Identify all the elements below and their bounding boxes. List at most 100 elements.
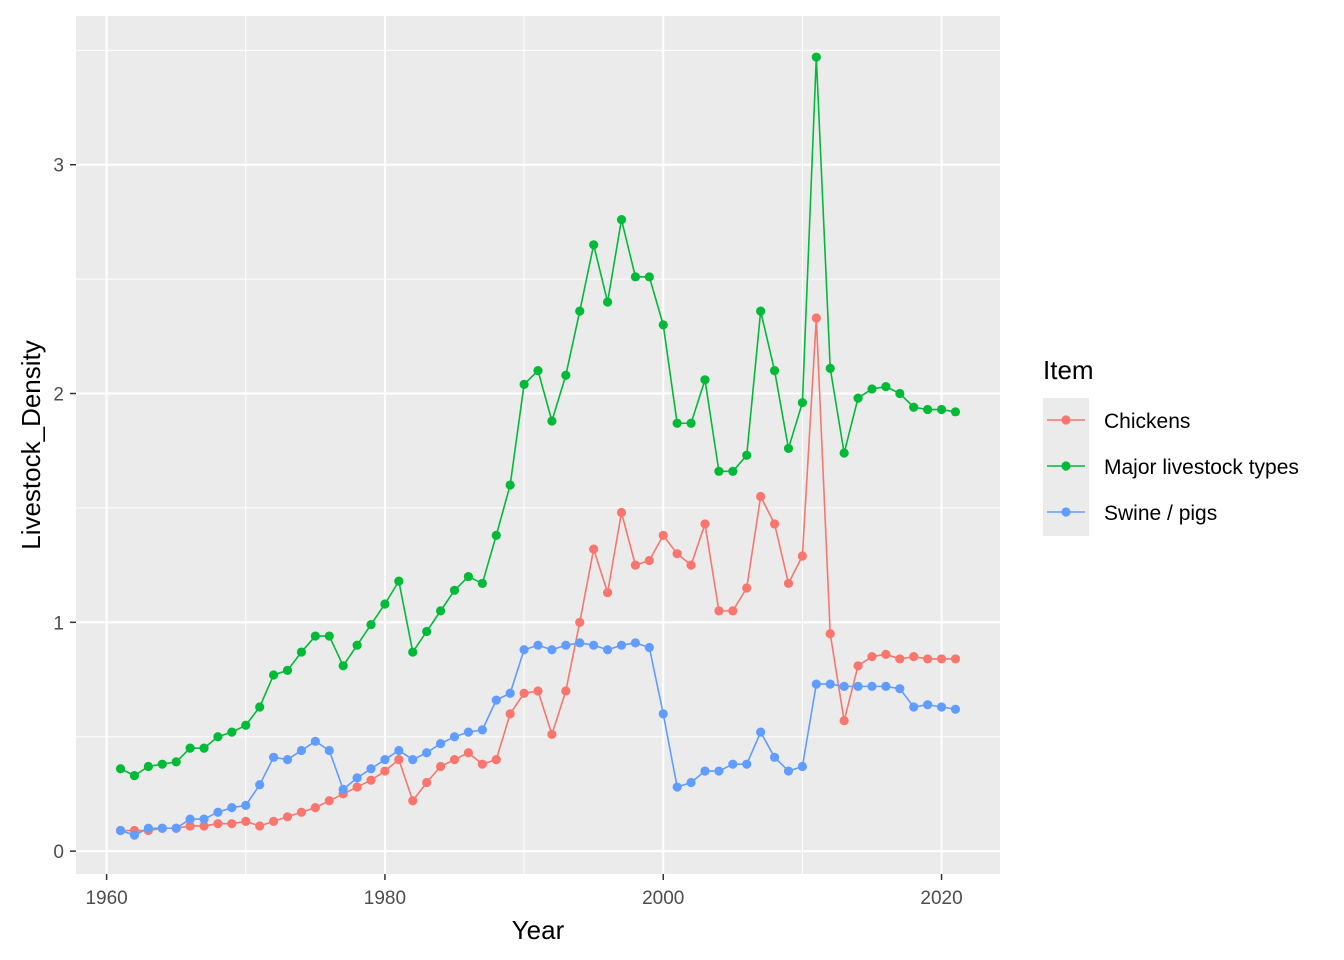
data-point-major-livestock-types (115, 764, 126, 774)
data-point-swine-pigs (547, 645, 557, 655)
data-point-chickens (756, 491, 766, 502)
data-point-swine-pigs (269, 752, 279, 762)
data-point-swine-pigs (449, 732, 460, 742)
data-point-swine-pigs (366, 764, 376, 774)
data-point-major-livestock-types (714, 466, 724, 476)
data-point-chickens (519, 688, 529, 698)
data-point-major-livestock-types (408, 647, 418, 657)
data-point-major-livestock-types (686, 418, 696, 428)
data-point-chickens (449, 755, 460, 765)
data-point-chickens (839, 716, 849, 726)
data-point-major-livestock-types (185, 743, 195, 753)
data-point-major-livestock-types (602, 297, 613, 307)
data-point-major-livestock-types (255, 702, 265, 712)
data-point-swine-pigs (797, 761, 807, 772)
data-point-major-livestock-types (241, 720, 251, 730)
data-point-chickens (936, 654, 947, 664)
data-point-swine-pigs (199, 814, 209, 824)
data-point-swine-pigs (352, 773, 362, 783)
data-point-chickens (227, 819, 237, 829)
y-tick-label: 2 (53, 385, 64, 406)
data-point-major-livestock-types (575, 306, 585, 316)
data-point-major-livestock-types (227, 727, 237, 737)
data-point-major-livestock-types (366, 620, 376, 630)
data-point-major-livestock-types (909, 402, 919, 412)
legend-label: Major livestock types (1104, 456, 1299, 479)
data-point-swine-pigs (756, 727, 766, 737)
data-point-chickens (282, 812, 293, 822)
data-point-chickens (825, 629, 835, 639)
data-point-major-livestock-types (324, 631, 334, 641)
data-point-swine-pigs (839, 681, 849, 691)
data-point-swine-pigs (630, 638, 641, 648)
data-point-swine-pigs (602, 645, 613, 655)
data-point-chickens (881, 649, 891, 659)
data-point-swine-pigs (589, 640, 599, 650)
data-point-major-livestock-types (672, 418, 682, 428)
data-point-swine-pigs (783, 766, 794, 776)
data-point-swine-pigs (505, 688, 515, 698)
data-point-swine-pigs (282, 755, 293, 765)
data-point-chickens (422, 777, 432, 788)
data-point-chickens (811, 313, 821, 323)
data-point-swine-pigs (700, 766, 710, 776)
x-tick-label: 2020 (920, 888, 962, 909)
data-point-swine-pigs (255, 780, 265, 790)
data-point-swine-pigs (936, 702, 947, 712)
data-point-major-livestock-types (923, 404, 933, 415)
data-point-swine-pigs (241, 800, 251, 810)
data-point-chickens (185, 821, 195, 831)
series-major-livestock-types (115, 52, 961, 781)
legend-key-point (1061, 461, 1071, 471)
data-point-chickens (199, 821, 209, 831)
data-point-major-livestock-types (463, 571, 474, 582)
data-point-major-livestock-types (936, 404, 947, 415)
data-point-major-livestock-types (157, 759, 167, 769)
x-tick-label: 1980 (364, 888, 406, 909)
data-point-chickens (352, 782, 362, 792)
data-point-chickens (783, 578, 794, 589)
data-point-chickens (463, 748, 474, 758)
data-point-chickens (310, 803, 320, 813)
data-point-swine-pigs (658, 709, 668, 719)
data-point-major-livestock-types (547, 416, 557, 426)
data-point-swine-pigs (408, 755, 418, 765)
data-point-major-livestock-types (449, 585, 460, 595)
data-point-chickens (213, 819, 223, 829)
data-point-swine-pigs (227, 803, 237, 813)
data-point-swine-pigs (672, 782, 682, 792)
legend-key-point (1061, 415, 1071, 425)
data-point-chickens (296, 807, 307, 817)
data-point-major-livestock-types (853, 393, 863, 403)
legend-label: Swine / pigs (1104, 502, 1217, 525)
data-point-chickens (769, 519, 780, 529)
data-point-swine-pigs (157, 823, 167, 833)
data-point-swine-pigs (213, 807, 223, 817)
data-point-chickens (923, 654, 933, 664)
data-point-chickens (505, 709, 515, 719)
data-point-chickens (366, 775, 376, 785)
data-point-swine-pigs (895, 684, 905, 694)
data-point-swine-pigs (853, 681, 863, 691)
x-axis-title: Year (512, 915, 565, 945)
data-point-swine-pigs (143, 823, 153, 833)
data-point-swine-pigs (811, 679, 821, 689)
data-point-chickens (477, 759, 487, 769)
x-tick-label: 1960 (85, 888, 127, 909)
data-point-swine-pigs (561, 640, 571, 650)
major-gridlines (76, 16, 1000, 874)
legend-title: Item (1043, 355, 1094, 385)
data-point-major-livestock-types (505, 480, 515, 490)
data-point-major-livestock-types (213, 732, 223, 742)
data-point-chickens (909, 652, 919, 662)
plot-panel (76, 16, 1000, 874)
data-point-swine-pigs (477, 725, 487, 735)
data-point-chickens (630, 560, 641, 570)
data-point-chickens (895, 654, 905, 664)
data-point-chickens (728, 606, 738, 616)
data-point-chickens (589, 544, 599, 554)
data-point-major-livestock-types (950, 407, 961, 417)
data-point-major-livestock-types (561, 370, 571, 380)
series-swine-pigs (115, 638, 961, 840)
data-point-swine-pigs (519, 645, 529, 655)
